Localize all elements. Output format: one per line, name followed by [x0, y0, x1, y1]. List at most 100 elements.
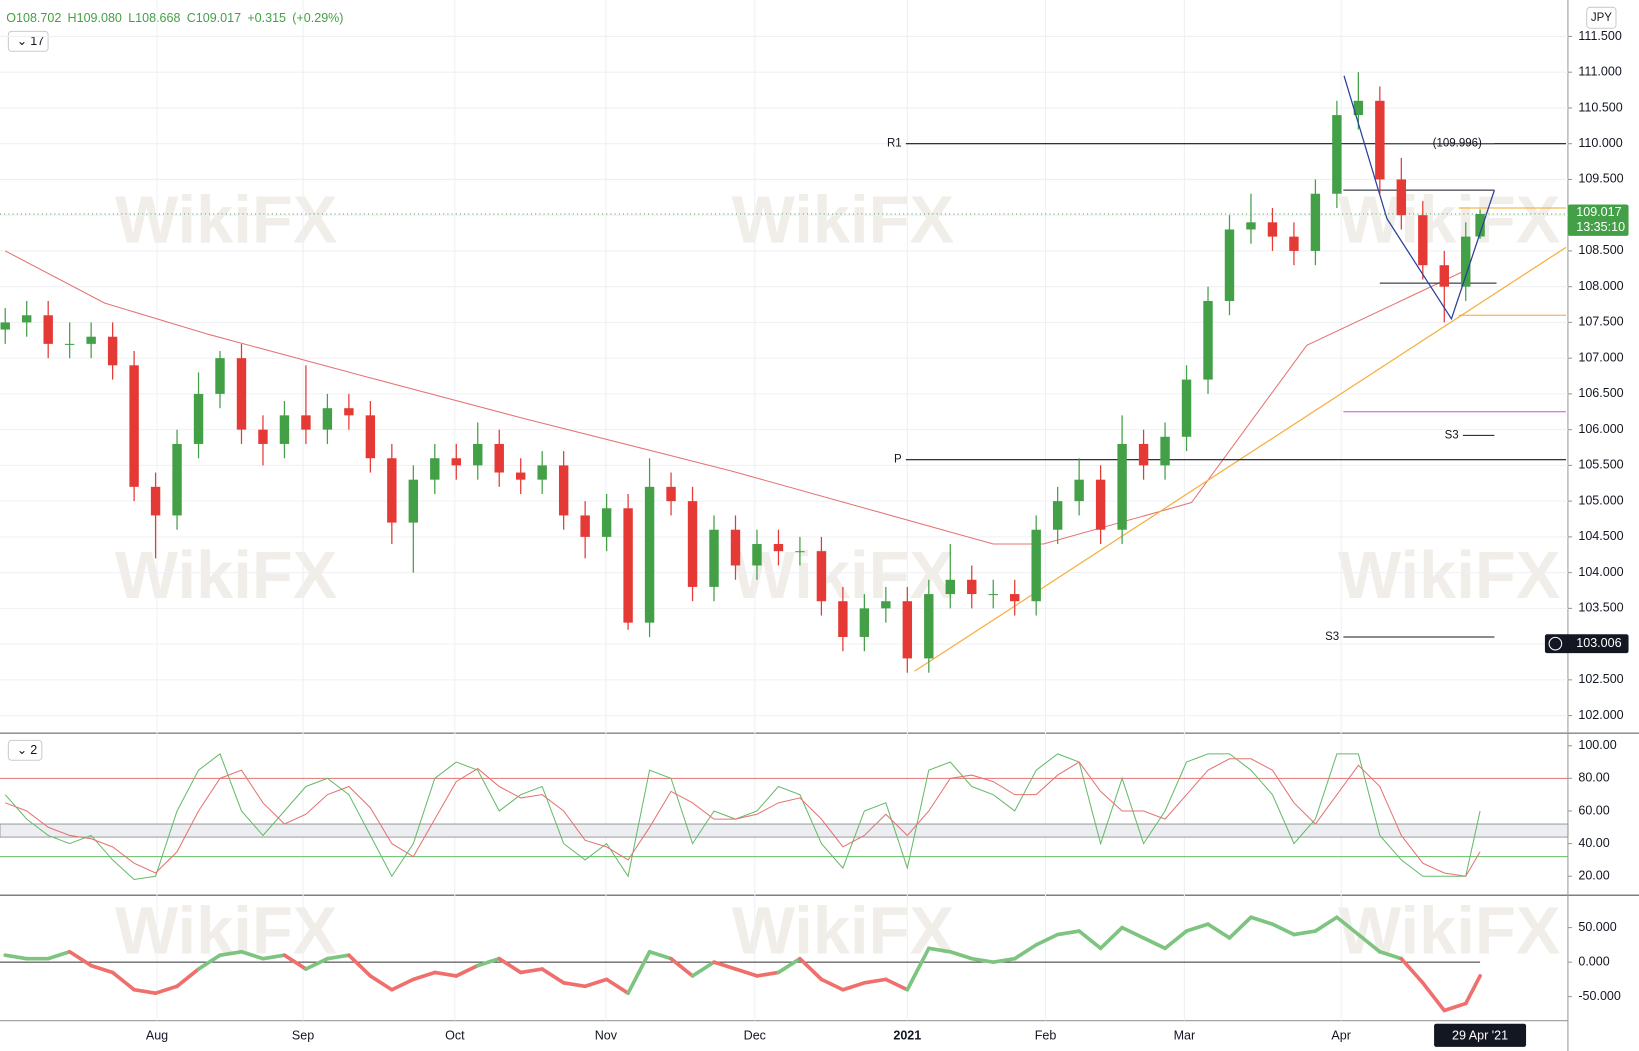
candle-body — [924, 594, 934, 659]
momentum-segment — [1206, 922, 1232, 940]
momentum-segment — [347, 953, 373, 978]
momentum-segment — [304, 956, 330, 971]
x-tick-label: Nov — [595, 1029, 618, 1043]
candle-body — [1095, 479, 1106, 530]
momentum-segment — [368, 974, 394, 992]
x-tick-label: Sep — [292, 1029, 314, 1043]
momentum-segment — [969, 956, 996, 964]
momentum-segment — [1163, 929, 1189, 951]
pane-toggle[interactable] — [7, 739, 43, 761]
x-tick-label: 2021 — [893, 1029, 921, 1043]
momentum-segment — [1120, 925, 1146, 940]
candle-body — [301, 415, 311, 430]
candle-body — [838, 601, 848, 637]
pivot-label: S3 — [1445, 429, 1459, 441]
candle-body — [902, 601, 913, 659]
momentum-segment — [1249, 915, 1275, 926]
watermark: WikiFX — [1338, 894, 1561, 969]
candle-body — [1074, 479, 1084, 502]
candle-body — [1246, 222, 1256, 230]
momentum-segment — [776, 956, 802, 975]
candle-body — [1203, 300, 1213, 380]
y-tick-label: 103.500 — [1578, 601, 1623, 615]
candle-body — [1160, 436, 1170, 466]
pivot-label: (109.996) — [1433, 138, 1482, 150]
candle-body — [516, 472, 526, 480]
candle-body — [1375, 100, 1385, 180]
candle-body — [752, 544, 762, 566]
y-tick-label: 110.500 — [1578, 100, 1622, 114]
x-tick-label: Dec — [744, 1029, 766, 1043]
momentum-segment — [1463, 974, 1482, 1006]
momentum-segment — [841, 981, 867, 992]
last-price-label: 109.017 — [1576, 205, 1621, 219]
candle-body — [730, 529, 741, 566]
candle-body — [881, 601, 891, 609]
y-tick-label: 102.500 — [1578, 672, 1623, 686]
ohlc-text: L108.668 — [128, 11, 180, 25]
pane-label: 17 — [30, 34, 44, 48]
y-tick-label: 100.00 — [1578, 738, 1616, 752]
momentum-segment — [626, 949, 652, 996]
candle-body — [1475, 213, 1485, 237]
crosshair-icon — [1548, 636, 1563, 651]
momentum-segment — [67, 949, 93, 968]
momentum-segment — [948, 949, 974, 961]
candle-body — [580, 515, 590, 537]
candle-body — [193, 393, 204, 444]
momentum-segment — [1055, 929, 1081, 937]
candle-body — [64, 343, 75, 345]
momentum-segment — [669, 956, 695, 978]
y-tick-label: 20.00 — [1578, 869, 1609, 883]
candle-body — [344, 408, 354, 416]
ohlc-text: (+0.29%) — [292, 11, 343, 25]
candle-body — [279, 415, 290, 444]
momentum-segment — [561, 981, 587, 989]
momentum-segment — [1141, 936, 1167, 951]
momentum-segment — [1077, 929, 1103, 951]
momentum-segment — [926, 946, 953, 954]
momentum-segment — [89, 963, 115, 975]
candle-body — [537, 465, 547, 480]
candle-body — [1418, 215, 1428, 266]
momentum-segment — [218, 949, 244, 958]
candle-body — [172, 443, 182, 516]
candle-body — [236, 358, 247, 430]
momentum-segment — [733, 967, 759, 978]
candle-body — [945, 579, 955, 595]
cursor-date: 29 Apr '21 — [1452, 1029, 1508, 1043]
watermark: WikiFX — [1338, 183, 1561, 258]
pattern-line — [1343, 75, 1495, 321]
x-tick-label: Mar — [1174, 1029, 1196, 1043]
candle-body — [387, 458, 397, 523]
y-tick-label: 111.500 — [1578, 29, 1621, 43]
y-tick-label: 80.00 — [1578, 771, 1609, 785]
y-tick-label: 106.000 — [1578, 422, 1623, 436]
candle-body — [43, 315, 53, 344]
y-tick-label: 110.000 — [1578, 136, 1622, 150]
momentum-segment — [884, 977, 910, 992]
candle-body — [1461, 236, 1471, 287]
momentum-segment — [239, 949, 265, 961]
momentum-segment — [518, 967, 545, 975]
momentum-segment — [712, 960, 738, 971]
candle-body — [795, 551, 805, 553]
momentum-segment — [497, 956, 523, 975]
stoch-line — [5, 758, 1481, 877]
momentum-segment — [411, 970, 437, 982]
candle-body — [709, 529, 719, 587]
momentum-segment — [196, 953, 222, 971]
momentum-segment — [1227, 915, 1253, 940]
candle-body — [1224, 229, 1235, 301]
candle-body — [1117, 443, 1127, 530]
pane-label: 2 — [30, 743, 37, 757]
y-tick-label: 0.000 — [1578, 954, 1609, 968]
momentum-segment — [690, 960, 716, 978]
crosshair-box — [1544, 634, 1629, 654]
candle-body — [494, 443, 504, 473]
candle-body — [1010, 594, 1020, 602]
momentum-segment — [798, 956, 824, 982]
